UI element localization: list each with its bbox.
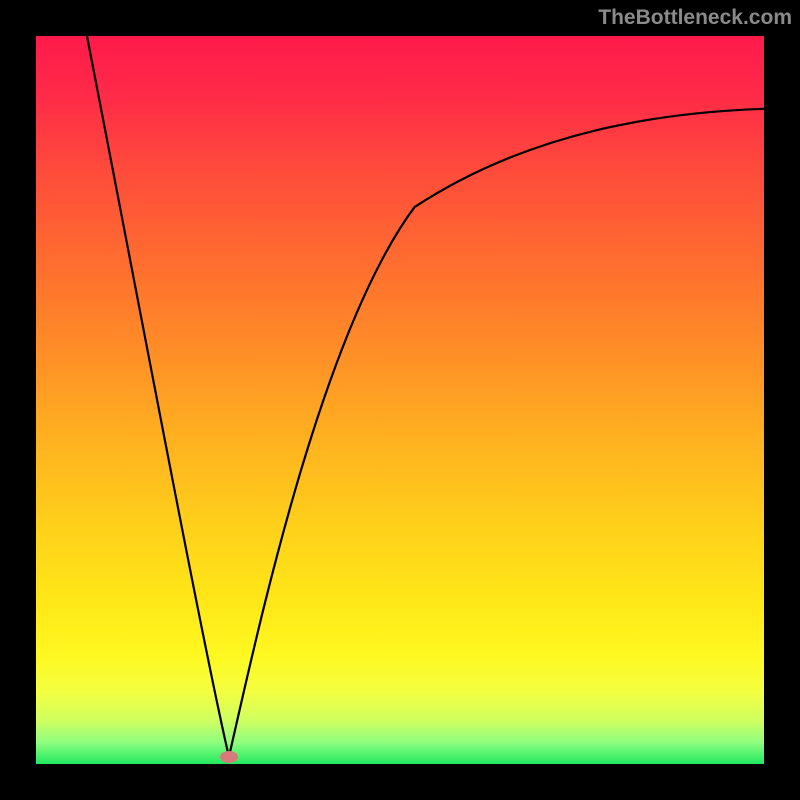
plot-area [36, 36, 764, 764]
curve-layer [36, 36, 764, 764]
bottleneck-curve [87, 36, 764, 757]
optimal-point-marker [220, 751, 238, 763]
chart-container: TheBottleneck.com [0, 0, 800, 800]
watermark-text: TheBottleneck.com [598, 6, 792, 30]
